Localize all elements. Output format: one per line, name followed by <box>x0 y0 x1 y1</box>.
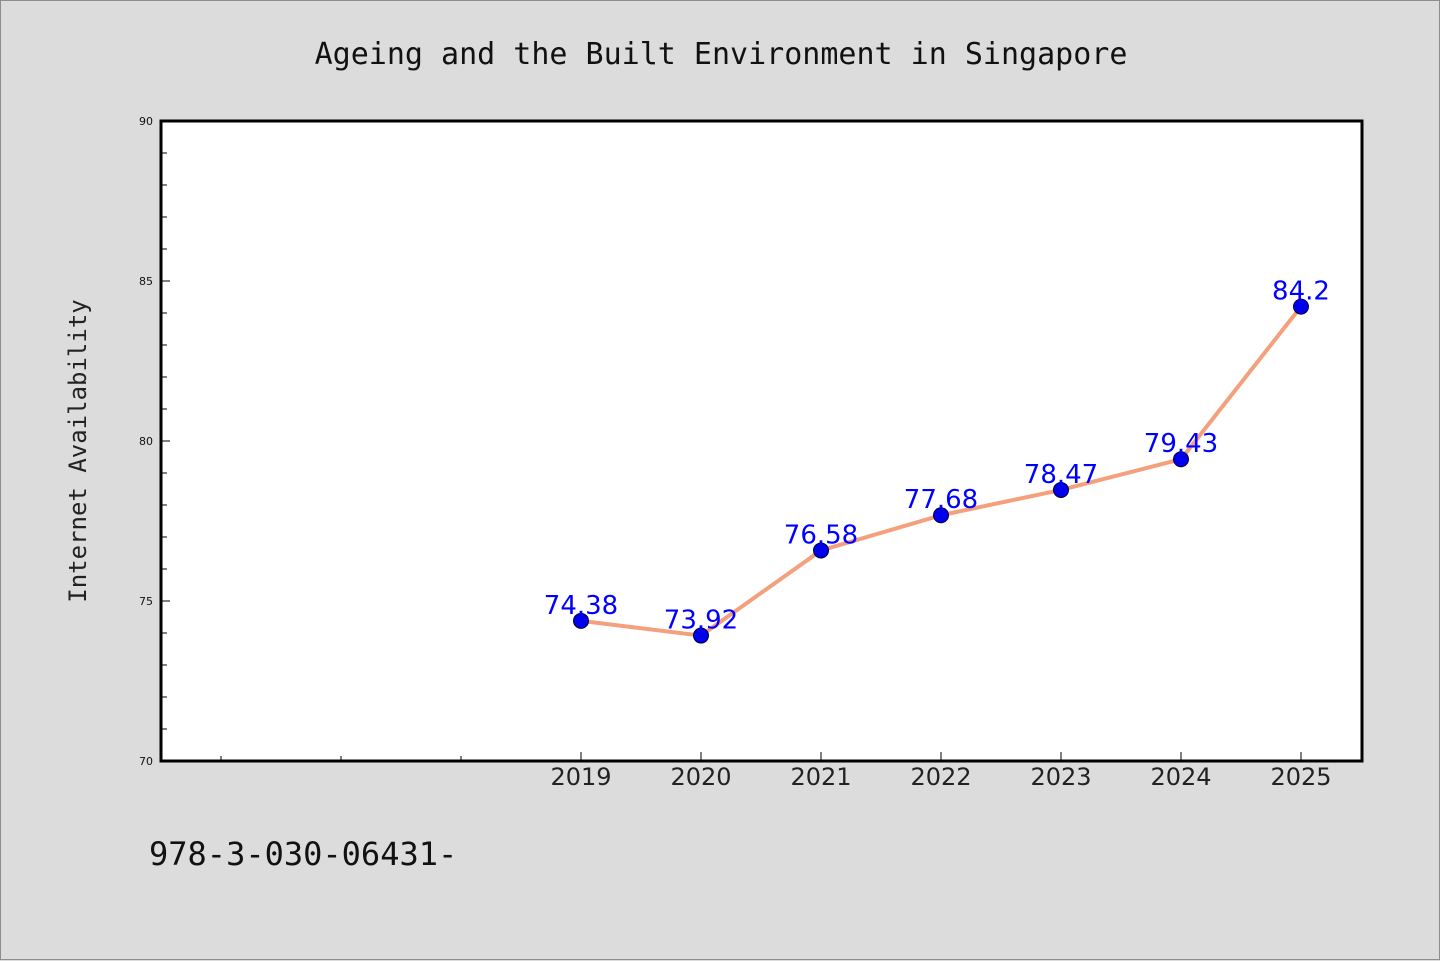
y-tick-label: 75 <box>139 595 153 608</box>
data-point <box>573 612 589 629</box>
y-axis: 70 75 80 85 90 <box>139 115 170 768</box>
data-label: 76.58 <box>784 520 858 550</box>
y-tick-label: 85 <box>139 275 153 288</box>
data-point <box>693 627 709 644</box>
data-label: 74.38 <box>544 591 618 621</box>
data-point <box>813 542 829 559</box>
x-tick-label: 2024 <box>1150 763 1211 791</box>
x-tick-label: 2023 <box>1030 763 1091 791</box>
y-tick-label: 80 <box>139 435 153 448</box>
data-point <box>1293 298 1309 315</box>
data-point <box>933 507 949 524</box>
chart-title: Ageing and the Built Environment in Sing… <box>315 37 1128 72</box>
plot-area <box>159 119 1364 763</box>
x-tick-label: 2022 <box>910 763 971 791</box>
series-line-group <box>573 298 1309 644</box>
data-labels: 74.38 73.92 76.58 77.68 78.47 79.43 84.2 <box>544 277 1330 636</box>
x-tick-label: 2019 <box>550 763 611 791</box>
x-tick-label: 2025 <box>1270 763 1331 791</box>
data-point <box>1053 481 1069 498</box>
x-axis: 2019 2020 2021 2022 2023 2024 2025 <box>220 752 1332 791</box>
data-label: 77.68 <box>904 485 978 515</box>
y-axis-label: Internet Availability <box>64 299 92 602</box>
y-tick-label: 90 <box>139 115 153 128</box>
x-tick-label: 2020 <box>670 763 731 791</box>
data-label: 73.92 <box>664 606 738 636</box>
data-point <box>1173 451 1189 468</box>
data-label: 84.2 <box>1272 277 1330 307</box>
data-label: 78.47 <box>1024 460 1098 490</box>
footer-note: 978-3-030-06431- <box>149 835 457 873</box>
data-label: 79.43 <box>1144 429 1218 459</box>
y-tick-label: 70 <box>139 755 153 768</box>
x-tick-label: 2021 <box>790 763 851 791</box>
